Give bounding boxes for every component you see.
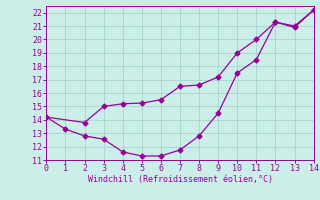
X-axis label: Windchill (Refroidissement éolien,°C): Windchill (Refroidissement éolien,°C) — [87, 175, 273, 184]
